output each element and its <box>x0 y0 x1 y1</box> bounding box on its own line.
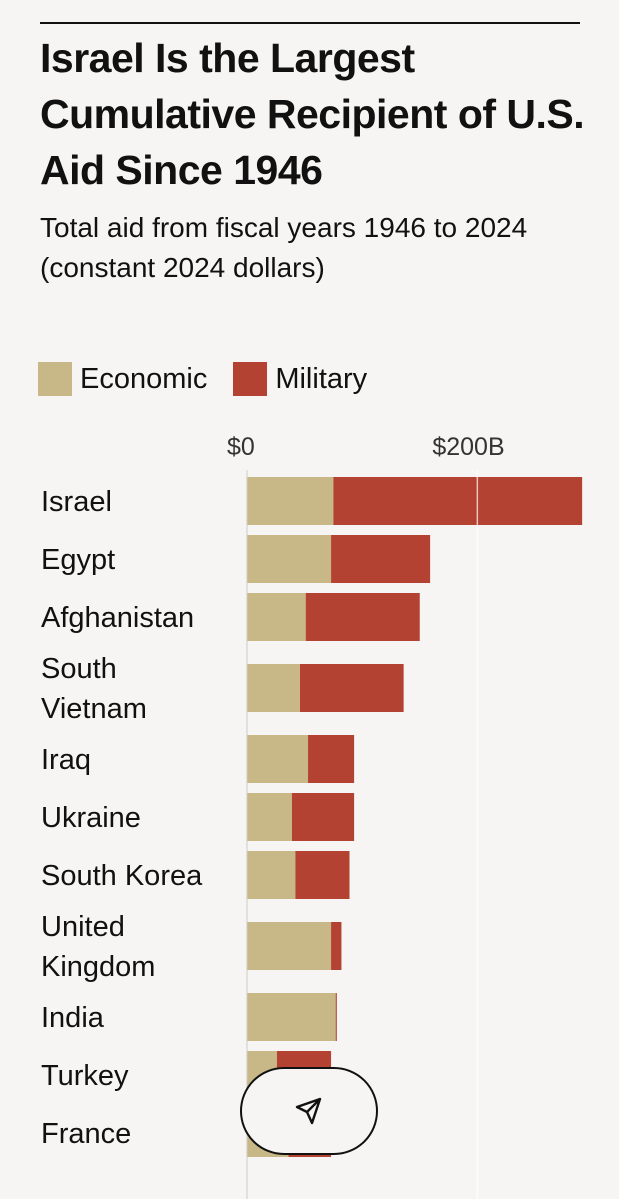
chart-subtitle: Total aid from fiscal years 1946 to 2024… <box>40 212 528 283</box>
x-tick-label: $200B <box>432 433 504 461</box>
bar-military <box>331 922 342 970</box>
country-label-line: Iraq <box>41 744 91 776</box>
x-tick-label: $0 <box>227 433 255 461</box>
country-label-line: Turkey <box>41 1060 129 1092</box>
bar-economic <box>247 593 306 641</box>
bar-military <box>331 535 431 583</box>
country-label-line: Israel <box>41 486 112 518</box>
legend-swatch-military <box>233 362 268 396</box>
bar-military <box>291 793 355 841</box>
bar-economic <box>247 793 292 841</box>
bar-economic <box>247 851 296 899</box>
country-label-line: United <box>41 911 125 943</box>
country-label-line: Vietnam <box>41 693 147 725</box>
bar-military <box>295 851 350 899</box>
country-label-line: Kingdom <box>41 951 155 983</box>
country-label: France <box>41 1118 131 1150</box>
country-label-line: India <box>41 1002 105 1034</box>
country-label: South Korea <box>41 860 203 892</box>
bar-military <box>333 477 583 525</box>
country-label: Iraq <box>41 744 91 776</box>
legend-label-military: Military <box>275 362 368 395</box>
country-label: Afghanistan <box>41 602 194 634</box>
country-label-line: Egypt <box>41 544 115 576</box>
legend: Economic Military <box>38 362 393 396</box>
legend-label-economic: Economic <box>80 362 208 395</box>
legend-item-military: Military <box>233 362 367 396</box>
country-label: Ukraine <box>41 802 141 834</box>
country-label-line: South <box>41 653 117 685</box>
send-icon <box>295 1097 322 1125</box>
country-label-line: Ukraine <box>41 802 141 834</box>
share-button[interactable] <box>240 1067 378 1155</box>
country-label: Turkey <box>41 1060 129 1092</box>
bar-military <box>335 993 337 1041</box>
bar-military <box>299 664 404 712</box>
bar-military <box>305 593 420 641</box>
chart-title: Israel Is the Largest Cumulative Recipie… <box>40 35 585 193</box>
country-label: India <box>41 1002 105 1034</box>
top-rule <box>40 22 580 24</box>
country-label: South Vietnam <box>41 653 147 725</box>
bar-military <box>308 735 355 783</box>
legend-swatch-economic <box>38 362 72 396</box>
country-label-line: Afghanistan <box>41 602 194 634</box>
country-label-line: South Korea <box>41 860 203 892</box>
bar-economic <box>247 477 334 525</box>
bar-chart: $0 $200B Israel Egypt Afghanistan South Vietna… <box>41 433 583 1199</box>
legend-item-economic: Economic <box>38 362 207 396</box>
bar-economic <box>247 735 309 783</box>
country-label-line: France <box>41 1118 131 1150</box>
bar-economic <box>247 535 332 583</box>
country-label: Israel <box>41 486 112 518</box>
country-label: Egypt <box>41 544 115 576</box>
bar-economic <box>247 664 300 712</box>
country-label: United Kingdom <box>41 911 155 983</box>
bar-economic <box>247 993 336 1041</box>
bar-economic <box>247 922 332 970</box>
